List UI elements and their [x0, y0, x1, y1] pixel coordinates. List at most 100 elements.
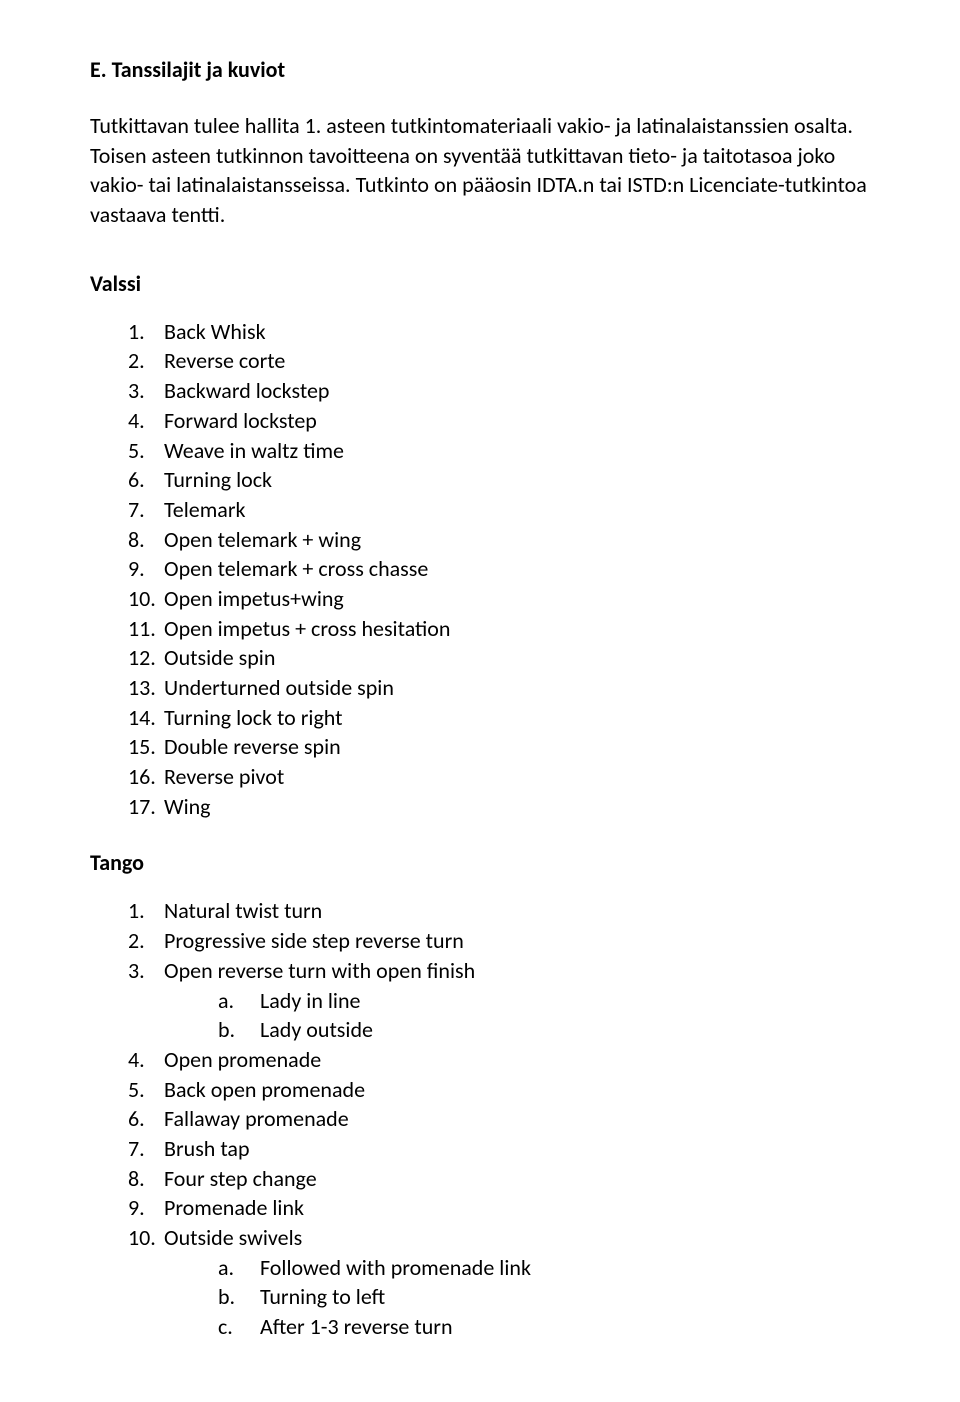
sub-list-text: Turning to left [260, 1283, 385, 1310]
sub-list-text: Followed with promenade link [260, 1254, 531, 1281]
list-item-number: 5. [128, 436, 145, 466]
list-item-number: 10. [128, 1223, 156, 1253]
list-item: 8. Open telemark + wing [90, 525, 870, 555]
list-item-number: 12. [128, 643, 156, 673]
list-item-number: 11. [128, 614, 156, 644]
list-item-text: Wing [164, 793, 211, 820]
list-item: 1. Natural twist turn [90, 896, 870, 926]
list-item-text: Brush tap [164, 1135, 250, 1162]
section-heading: E. Tanssilajit ja kuviot [90, 56, 870, 83]
list-item-number: 5. [128, 1075, 145, 1105]
list-item: 9. Open telemark + cross chasse [90, 554, 870, 584]
sub-list-item: b. Turning to left [90, 1282, 870, 1312]
list-item-number: 6. [128, 1104, 145, 1134]
sub-list-letter: b. [218, 1015, 235, 1045]
list-item: 12. Outside spin [90, 643, 870, 673]
list-item: 8.Four step change [90, 1164, 870, 1194]
list-item: 5. Back open promenade [90, 1075, 870, 1105]
dance-section-title: Valssi [90, 270, 870, 297]
list-item-number: 7. [128, 495, 145, 525]
list-item: 16. Reverse pivot [90, 762, 870, 792]
list-item-text: Back open promenade [164, 1076, 365, 1103]
intro-paragraph: Tutkittavan tulee hallita 1. asteen tutk… [90, 111, 870, 230]
list-item-number: 8. [128, 525, 145, 555]
list-item-text: Four step change [164, 1165, 317, 1192]
list-item-text: Open impetus + cross hesitation [164, 615, 450, 642]
list-item-text: Open telemark + cross chasse [164, 555, 428, 582]
list-item-text: Telemark [164, 496, 246, 523]
list-item: 2. Reverse corte [90, 346, 870, 376]
list-item-text: Double reverse spin [164, 733, 341, 760]
list-item-text: Open reverse turn with open finish [164, 957, 475, 984]
list-item-number: 10. [128, 584, 156, 614]
list-item-number: 7. [128, 1134, 145, 1164]
list-item: 14. Turning lock to right [90, 703, 870, 733]
list-item-number: 16. [128, 762, 156, 792]
list-item-text: Back Whisk [164, 318, 266, 345]
list-item-number: 3. [128, 956, 145, 986]
sub-list-text: Lady outside [260, 1016, 373, 1043]
list-item-text: Forward lockstep [164, 407, 317, 434]
list-item-text: Open promenade [164, 1046, 321, 1073]
list-item-number: 14. [128, 703, 156, 733]
sub-list-item: a. Followed with promenade link [90, 1253, 870, 1283]
list-item-text: Open impetus+wing [164, 585, 344, 612]
dance-section-title: Tango [90, 849, 870, 876]
list-item-number: 2. [128, 926, 145, 956]
list-item-number: 15. [128, 732, 156, 762]
list-item-number: 13. [128, 673, 156, 703]
list-item-number: 2. [128, 346, 145, 376]
list-item: 7. Telemark [90, 495, 870, 525]
list-item-text: Reverse pivot [164, 763, 284, 790]
list-item: 6. Fallaway promenade [90, 1104, 870, 1134]
list-item-number: 9. [128, 554, 145, 584]
list-item-text: Natural twist turn [164, 897, 322, 924]
list-item-number: 6. [128, 465, 145, 495]
list-item: 4. Open promenade [90, 1045, 870, 1075]
list-item: 15. Double reverse spin [90, 732, 870, 762]
figure-list: 1. Back Whisk 2. Reverse corte 3. Backward lo… [90, 317, 870, 822]
list-item-text: Outside spin [164, 644, 275, 671]
list-item-text: Fallaway promenade [164, 1105, 349, 1132]
list-item-text: Open telemark + wing [164, 526, 361, 553]
list-item-number: 4. [128, 406, 145, 436]
list-item-number: 3. [128, 376, 145, 406]
sub-list: a.Lady in lineb.Lady outside [90, 986, 870, 1045]
sub-list: a. Followed with promenade link b. Turning … [90, 1253, 870, 1342]
list-item-text: Turning lock to right [164, 704, 343, 731]
sub-list-text: After 1-3 reverse turn [260, 1313, 453, 1340]
list-item: 3. Backward lockstep [90, 376, 870, 406]
list-item: 13. Underturned outside spin [90, 673, 870, 703]
list-item: 10. Open impetus+wing [90, 584, 870, 614]
sub-list-item: c.After 1-3 reverse turn [90, 1312, 870, 1342]
list-item-text: Promenade link [164, 1194, 304, 1221]
list-item: 2. Progressive side step reverse turn [90, 926, 870, 956]
list-item-text: Underturned outside spin [164, 674, 394, 701]
figure-list: 1. Natural twist turn 2. Progressive side s… [90, 896, 870, 1341]
list-item-number: 4. [128, 1045, 145, 1075]
list-item: 10. Outside swivels [90, 1223, 870, 1253]
sub-list-letter: b. [218, 1282, 235, 1312]
list-item-number: 17. [128, 792, 156, 822]
list-item: 5. Weave in waltz time [90, 436, 870, 466]
list-item-number: 9. [128, 1193, 145, 1223]
list-item-text: Backward lockstep [164, 377, 329, 404]
list-item-text: Reverse corte [164, 347, 285, 374]
list-item-text: Weave in waltz time [164, 437, 344, 464]
sub-list-text: Lady in line [260, 987, 360, 1014]
list-item: 1. Back Whisk [90, 317, 870, 347]
list-item: 11. Open impetus + cross hesitation [90, 614, 870, 644]
list-item: 17. Wing [90, 792, 870, 822]
sections-container: Valssi 1. Back Whisk 2. Reverse corte 3. Backw… [90, 270, 870, 1342]
sub-list-item: b. Lady outside [90, 1015, 870, 1045]
list-item-number: 1. [128, 317, 145, 347]
list-item: 9. Promenade link [90, 1193, 870, 1223]
list-item-text: Turning lock [164, 466, 272, 493]
list-item-number: 1. [128, 896, 145, 926]
sub-list-letter: a. [218, 1253, 234, 1283]
list-item: 4. Forward lockstep [90, 406, 870, 436]
list-item-text: Progressive side step reverse turn [164, 927, 464, 954]
list-item: 7. Brush tap [90, 1134, 870, 1164]
list-item: 3. Open reverse turn with open finish [90, 956, 870, 986]
list-item-text: Outside swivels [164, 1224, 302, 1251]
